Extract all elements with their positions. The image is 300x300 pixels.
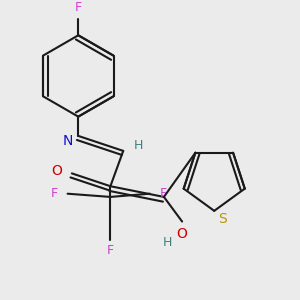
Text: O: O: [177, 227, 188, 242]
Text: F: F: [107, 244, 114, 257]
Text: H: H: [162, 236, 172, 249]
Text: F: F: [75, 1, 82, 14]
Text: F: F: [159, 187, 167, 200]
Text: N: N: [62, 134, 73, 148]
Text: H: H: [134, 139, 143, 152]
Text: S: S: [218, 212, 227, 226]
Text: O: O: [51, 164, 62, 178]
Text: F: F: [51, 187, 58, 200]
